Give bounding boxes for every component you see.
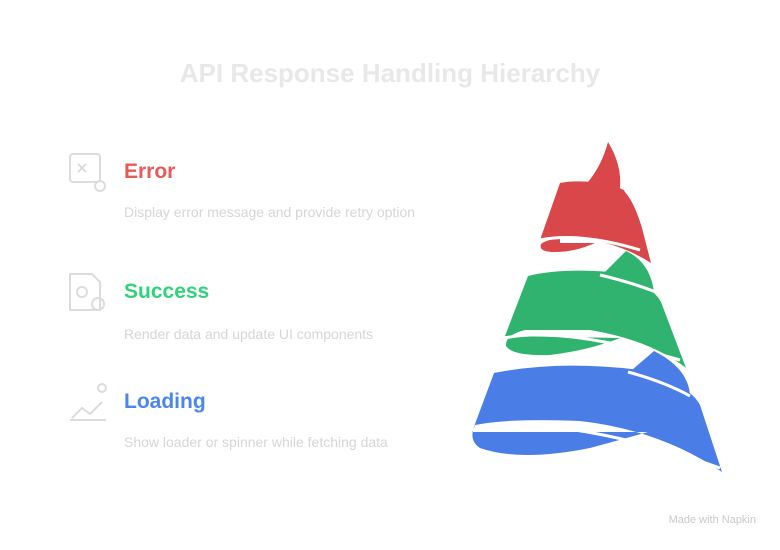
diagram-title: API Response Handling Hierarchy (179, 58, 601, 88)
level-loading: Loading Show loader or spinner while fet… (64, 382, 464, 462)
napkin-credit[interactable]: Made with Napkin (668, 514, 756, 526)
error-label: Error (124, 160, 176, 183)
spiral-band-loading (471, 351, 722, 472)
loading-label: Loading (124, 390, 206, 413)
success-label: Success (124, 280, 210, 303)
error-window-icon (69, 153, 106, 192)
spiral-band-success (504, 251, 686, 368)
loading-description: Show loader or spinner while fetching da… (124, 434, 388, 450)
level-success: Success Render data and update UI compon… (64, 272, 464, 352)
success-description: Render data and update UI components (124, 326, 374, 342)
spiral-band-error (539, 142, 651, 263)
success-document-icon (69, 273, 105, 311)
error-description: Display error message and provide retry … (124, 204, 416, 220)
loading-chart-icon (70, 383, 107, 421)
level-error: Error Display error message and provide … (64, 152, 464, 242)
